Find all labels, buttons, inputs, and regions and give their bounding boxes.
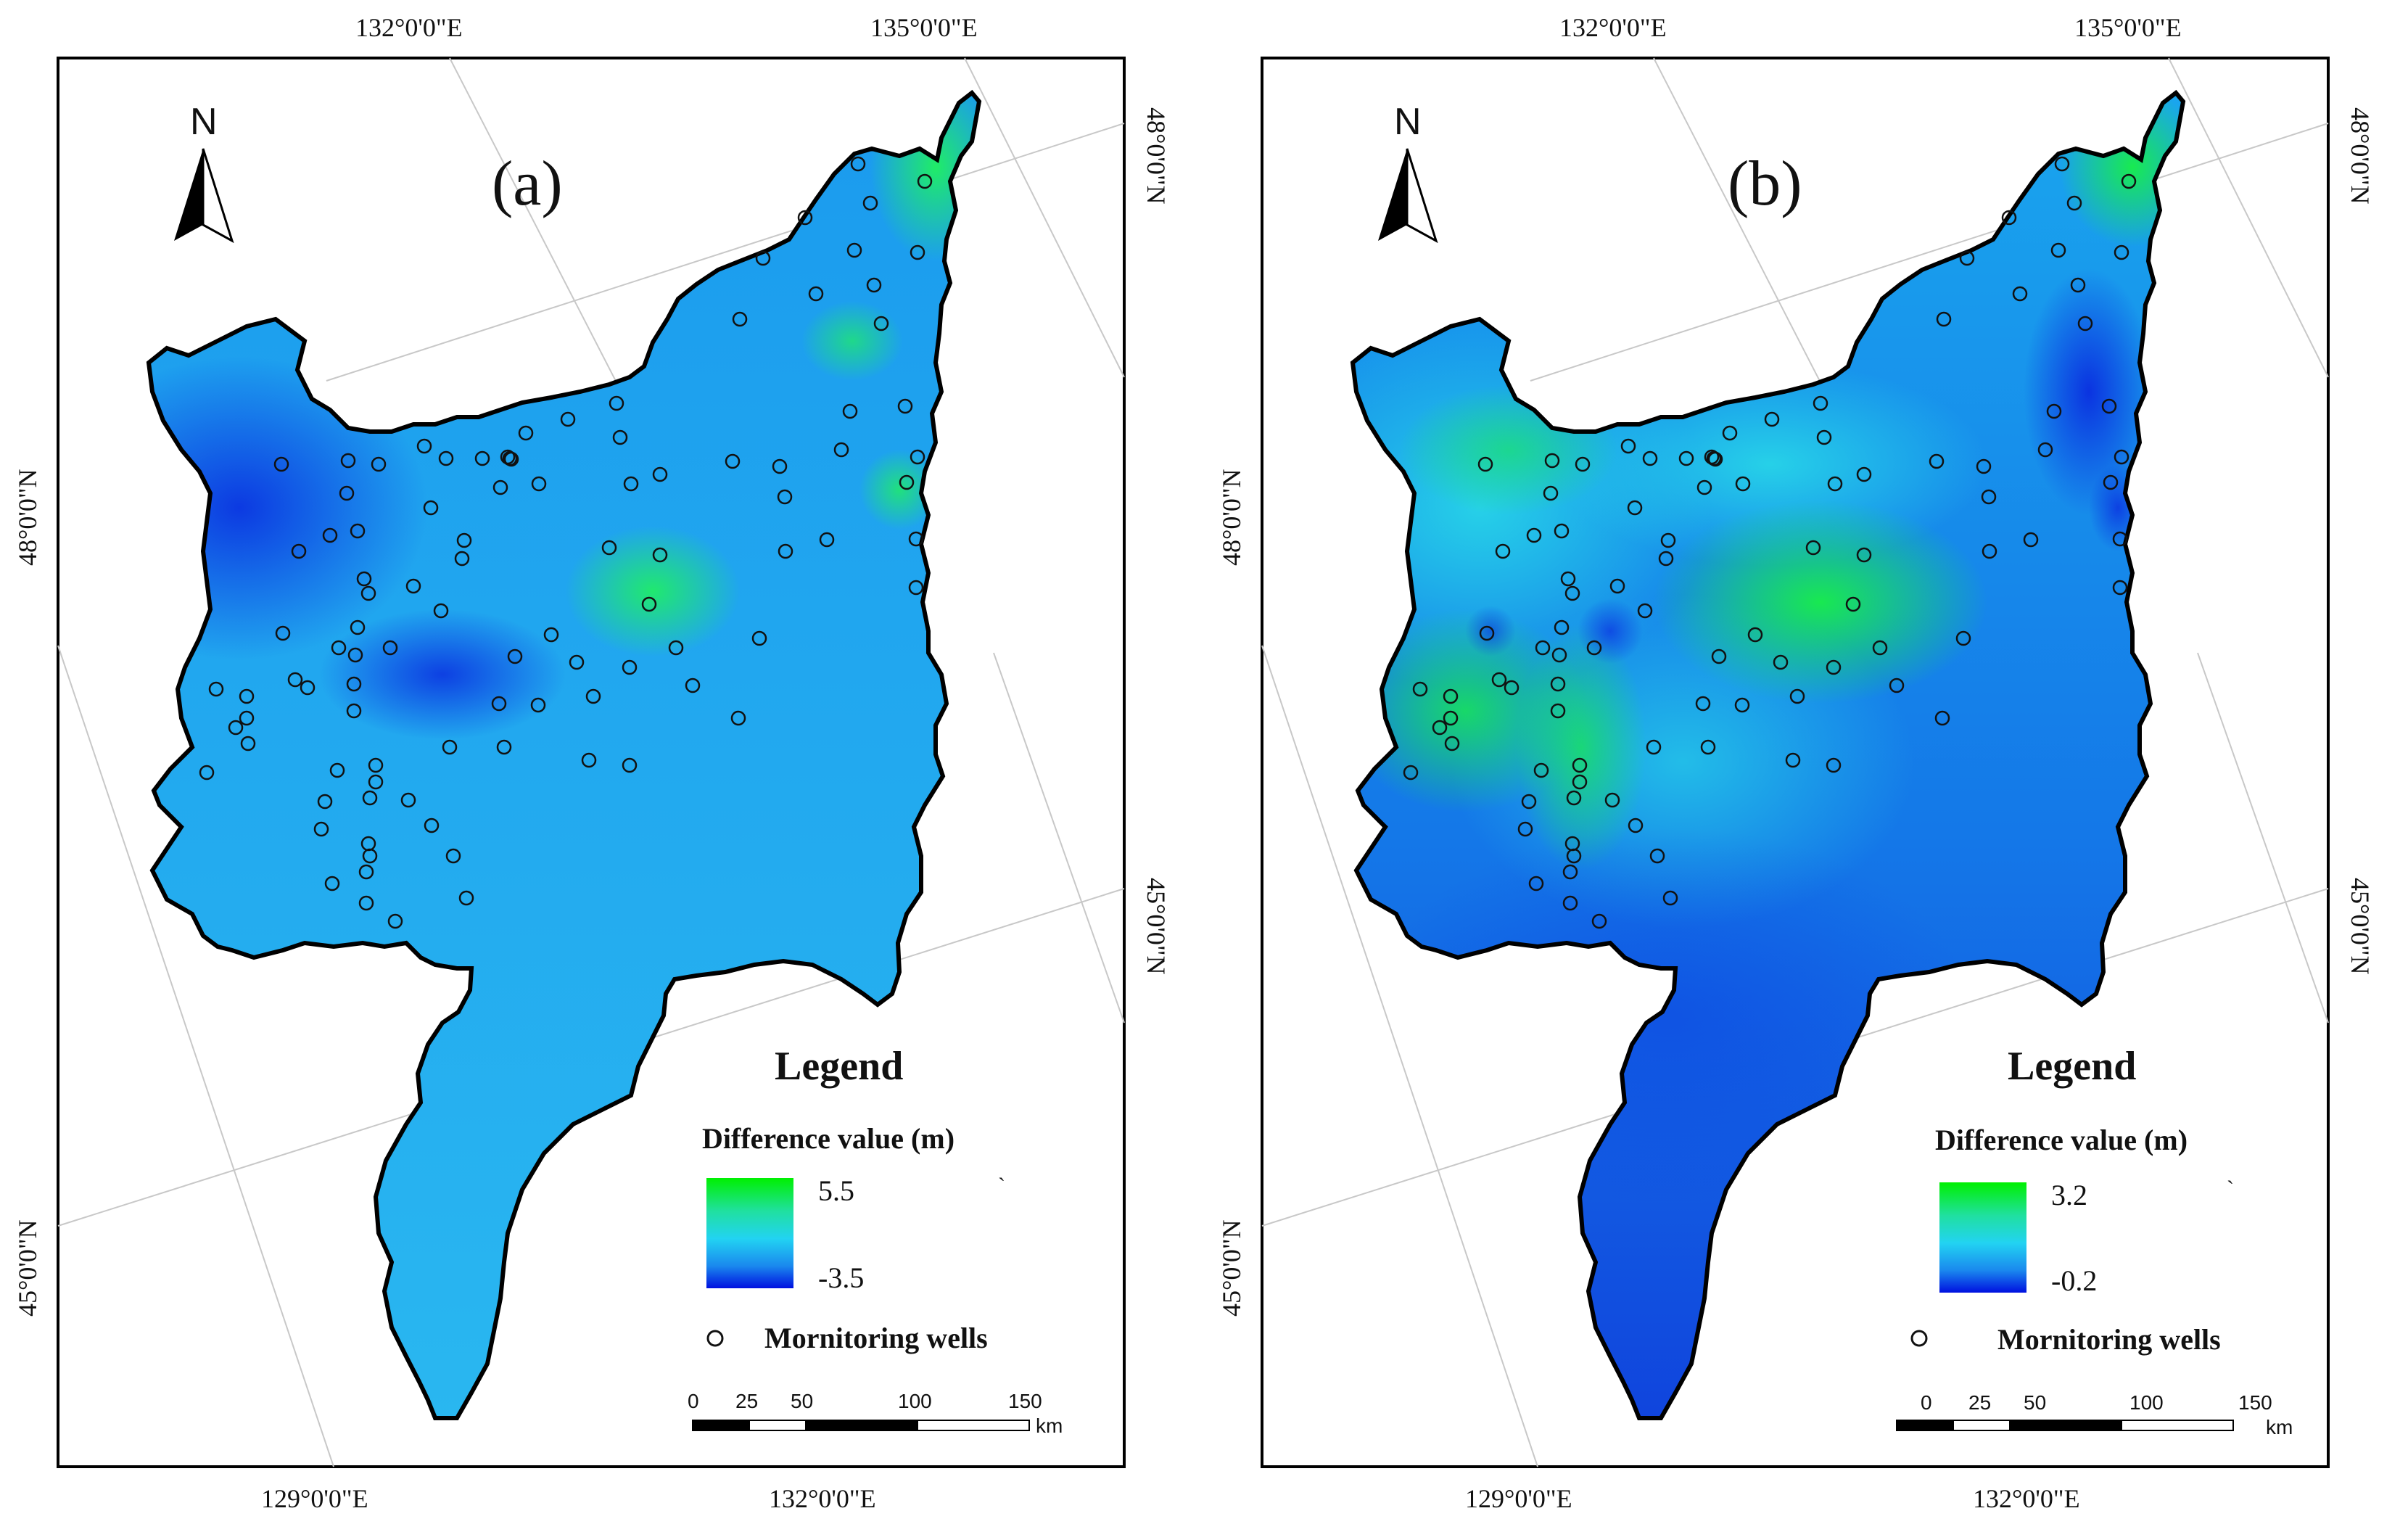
coord-top-left-a: 132°0'0"E: [355, 13, 463, 42]
map-frame-b: [1261, 57, 2330, 1468]
scale-label-0-a: 0: [688, 1390, 699, 1412]
coord-top-right-a: 135°0'0"E: [870, 13, 978, 42]
legend-ramp-b: [1939, 1182, 2026, 1293]
coord-bottom-right-a: 132°0'0"E: [769, 1484, 876, 1513]
coord-right-bottom-a: 45°0'0"N: [1142, 878, 1171, 975]
legend-max-a: 5.5: [818, 1174, 854, 1207]
scale-label-150-a: 150: [1008, 1390, 1042, 1412]
scale-bar-a: [692, 1420, 1030, 1431]
legend-well-symbol-a: [706, 1330, 724, 1347]
monitoring-wells-b: [1403, 156, 2137, 929]
scale-bar-b: [1896, 1420, 2234, 1431]
scale-label-50-a: 50: [791, 1390, 814, 1412]
map-canvas-b: [1261, 57, 2330, 1468]
scale-label-50-b: 50: [2024, 1391, 2047, 1414]
map-panel-b: 132°0'0"E 135°0'0"E 129°0'0"E 132°0'0"E …: [1204, 0, 2408, 1532]
panel-label-b: (b): [1728, 149, 1802, 219]
coord-top-left-b: 132°0'0"E: [1559, 13, 1667, 42]
stray-tick-a: `: [998, 1174, 1005, 1198]
surface-a: [149, 93, 979, 1418]
north-arrow-b: [1378, 148, 1438, 244]
scale-label-25-b: 25: [1968, 1391, 1992, 1414]
north-letter-a: N: [190, 101, 218, 143]
legend-title-a: Legend: [775, 1044, 904, 1089]
scale-unit-a: km: [1036, 1414, 1063, 1437]
legend-title-b: Legend: [2008, 1044, 2137, 1089]
legend-subtitle-b: Difference value (m): [1935, 1124, 2188, 1156]
monitoring-wells-a: [199, 156, 933, 929]
coord-right-bottom-b: 45°0'0"N: [2346, 878, 2375, 975]
scale-unit-b: km: [2266, 1416, 2293, 1438]
coord-left-top-b: 48°0'0"N: [1217, 469, 1246, 566]
coord-left-bottom-b: 45°0'0"N: [1217, 1219, 1246, 1317]
scale-label-100-a: 100: [898, 1390, 932, 1412]
north-letter-b: N: [1394, 101, 1422, 143]
coord-right-top-a: 48°0'0"N: [1142, 107, 1171, 205]
legend-wells-label-a: Mornitoring wells: [764, 1322, 988, 1354]
coord-top-right-b: 135°0'0"E: [2074, 13, 2182, 42]
surface-b: [1353, 93, 2183, 1418]
legend-ramp-a: [706, 1178, 793, 1288]
legend-wells-label-b: Mornitoring wells: [1997, 1323, 2221, 1356]
coord-right-top-b: 48°0'0"N: [2346, 107, 2375, 205]
panel-label-a: (a): [492, 149, 563, 219]
legend-subtitle-a: Difference value (m): [702, 1122, 955, 1155]
map-canvas-a: [57, 57, 1126, 1468]
legend-min-b: -0.2: [2051, 1264, 2098, 1297]
coord-bottom-right-b: 132°0'0"E: [1973, 1484, 2080, 1513]
scale-label-150-b: 150: [2238, 1391, 2272, 1414]
map-frame-a: [57, 57, 1126, 1468]
coord-bottom-left-b: 129°0'0"E: [1465, 1484, 1572, 1513]
scale-label-100-b: 100: [2129, 1391, 2164, 1414]
legend-max-b: 3.2: [2051, 1179, 2087, 1211]
map-panel-a: 132°0'0"E 135°0'0"E 129°0'0"E 132°0'0"E …: [13, 13, 1171, 1513]
legend-min-a: -3.5: [818, 1261, 865, 1294]
coord-bottom-left-a: 129°0'0"E: [261, 1484, 368, 1513]
scale-label-25-a: 25: [735, 1390, 759, 1412]
legend-well-symbol-b: [1910, 1330, 1928, 1347]
north-arrow-a: [174, 148, 234, 244]
coord-left-bottom-a: 45°0'0"N: [13, 1219, 42, 1317]
stray-tick-b: `: [2227, 1177, 2234, 1201]
coord-left-top-a: 48°0'0"N: [13, 469, 42, 566]
scale-label-0-b: 0: [1921, 1391, 1932, 1414]
